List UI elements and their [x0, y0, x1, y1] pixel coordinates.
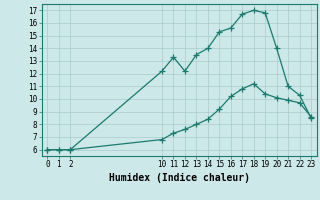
- X-axis label: Humidex (Indice chaleur): Humidex (Indice chaleur): [109, 173, 250, 183]
